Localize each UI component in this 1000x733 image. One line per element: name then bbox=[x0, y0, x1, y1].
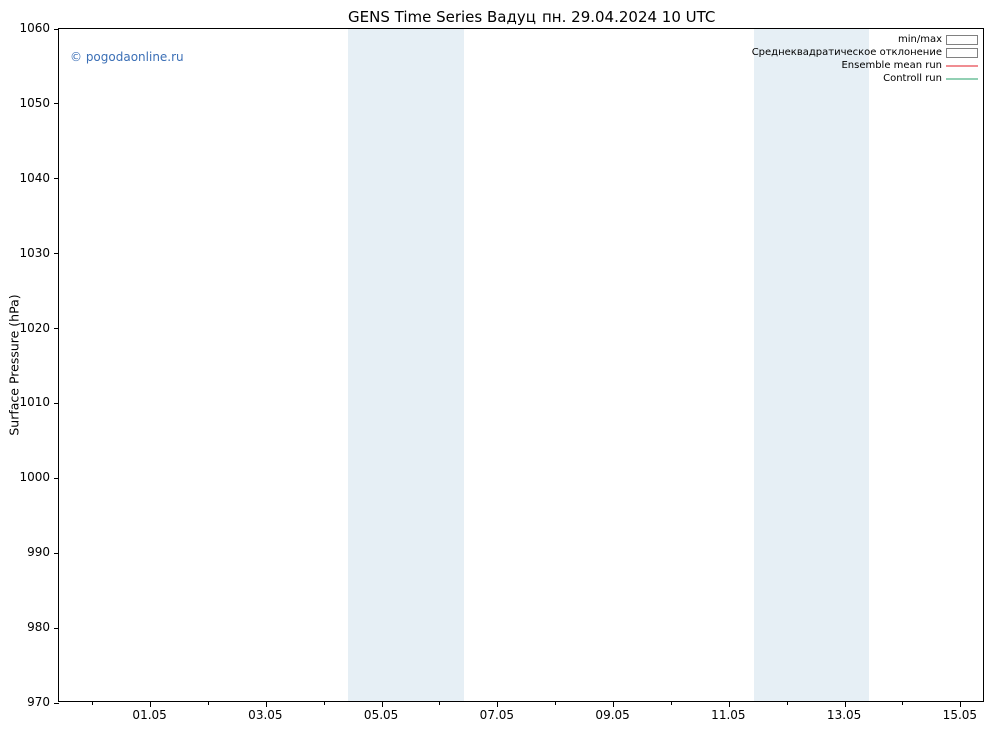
chart-title-left: GENS Time Series Вадуц bbox=[348, 8, 536, 26]
x-tick bbox=[613, 701, 614, 707]
legend-label: min/max bbox=[898, 34, 946, 45]
y-tick-label: 1040 bbox=[19, 171, 50, 185]
legend-swatch bbox=[946, 35, 978, 45]
x-tick bbox=[845, 701, 846, 707]
legend-label: Ensemble mean run bbox=[841, 60, 946, 71]
watermark: © pogodaonline.ru bbox=[70, 50, 184, 64]
x-tick-label: 07.05 bbox=[480, 708, 514, 722]
legend-swatch bbox=[946, 48, 978, 58]
y-tick bbox=[54, 403, 59, 404]
legend-label: Controll run bbox=[883, 73, 946, 84]
y-tick bbox=[54, 253, 59, 254]
y-tick-label: 980 bbox=[27, 620, 50, 634]
x-tick-label: 13.05 bbox=[827, 708, 861, 722]
x-minor-tick bbox=[787, 701, 788, 705]
y-tick bbox=[54, 328, 59, 329]
y-tick bbox=[54, 478, 59, 479]
y-tick-label: 1010 bbox=[19, 395, 50, 409]
legend-swatch bbox=[946, 61, 978, 71]
x-tick-label: 09.05 bbox=[595, 708, 629, 722]
y-tick-label: 990 bbox=[27, 545, 50, 559]
legend-label: Среднеквадратическое отклонение bbox=[752, 47, 946, 58]
x-tick bbox=[382, 701, 383, 707]
weekend-band bbox=[754, 29, 870, 701]
chart-title-right: пн. 29.04.2024 10 UTC bbox=[542, 8, 715, 26]
x-minor-tick bbox=[555, 701, 556, 705]
weekend-band bbox=[348, 29, 464, 701]
x-minor-tick bbox=[92, 701, 93, 705]
x-tick-label: 11.05 bbox=[711, 708, 745, 722]
legend-item: Среднеквадратическое отклонение bbox=[752, 46, 978, 59]
y-tick bbox=[54, 29, 59, 30]
plot-area bbox=[58, 28, 984, 702]
y-tick bbox=[54, 628, 59, 629]
y-tick-label: 1050 bbox=[19, 96, 50, 110]
x-minor-tick bbox=[439, 701, 440, 705]
x-tick bbox=[729, 701, 730, 707]
y-tick-label: 1020 bbox=[19, 321, 50, 335]
x-tick bbox=[266, 701, 267, 707]
x-tick-label: 15.05 bbox=[943, 708, 977, 722]
x-tick bbox=[150, 701, 151, 707]
y-tick-label: 970 bbox=[27, 695, 50, 709]
legend-swatch bbox=[946, 74, 978, 84]
x-tick bbox=[497, 701, 498, 707]
legend-item: Ensemble mean run bbox=[752, 59, 978, 72]
y-tick-label: 1000 bbox=[19, 470, 50, 484]
y-tick bbox=[54, 553, 59, 554]
x-tick-label: 03.05 bbox=[248, 708, 282, 722]
y-axis-title: Surface Pressure (hPa) bbox=[7, 294, 22, 435]
y-tick-label: 1060 bbox=[19, 21, 50, 35]
legend-item: min/max bbox=[752, 33, 978, 46]
x-minor-tick bbox=[324, 701, 325, 705]
y-tick bbox=[54, 703, 59, 704]
x-minor-tick bbox=[902, 701, 903, 705]
x-minor-tick bbox=[208, 701, 209, 705]
x-tick-label: 01.05 bbox=[132, 708, 166, 722]
legend-item: Controll run bbox=[752, 72, 978, 85]
y-tick bbox=[54, 103, 59, 104]
legend: min/max Среднеквадратическое отклонение En… bbox=[752, 33, 978, 85]
x-tick bbox=[960, 701, 961, 707]
y-tick-label: 1030 bbox=[19, 246, 50, 260]
x-tick-label: 05.05 bbox=[364, 708, 398, 722]
y-tick bbox=[54, 178, 59, 179]
x-minor-tick bbox=[671, 701, 672, 705]
surface-pressure-chart: GENS Time Series Вадуц пн. 29.04.2024 10… bbox=[0, 0, 1000, 733]
